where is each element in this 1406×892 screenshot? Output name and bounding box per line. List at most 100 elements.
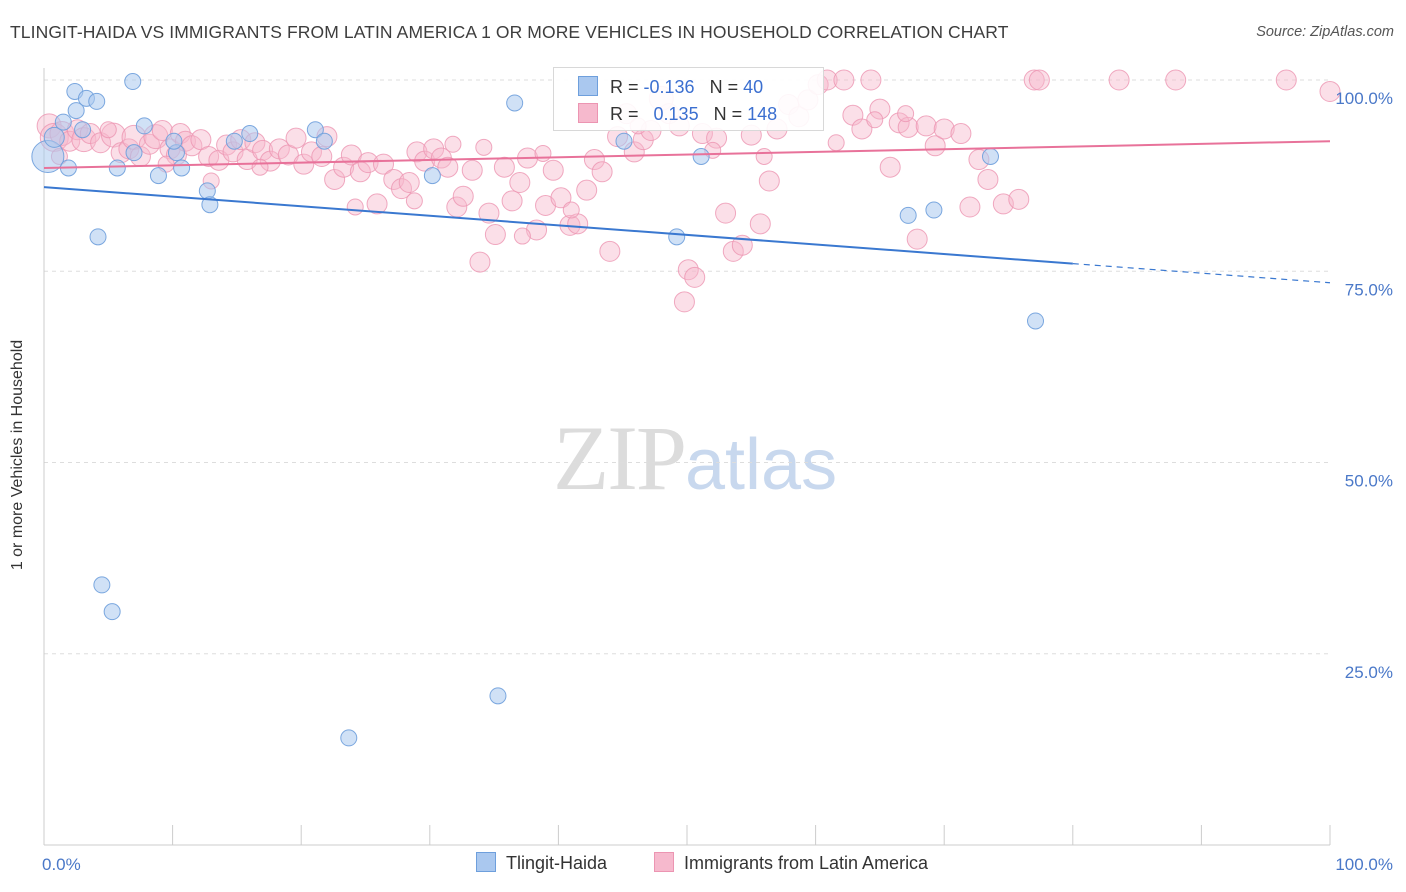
- series-label-pink: Immigrants from Latin America: [684, 853, 929, 873]
- series-legend-pink[interactable]: Immigrants from Latin America: [654, 852, 928, 874]
- blue-point: [124, 73, 142, 91]
- series-swatch-blue: [476, 852, 496, 872]
- pink-point: [534, 144, 552, 162]
- pink-point: [684, 266, 706, 288]
- pink-point: [252, 139, 274, 161]
- pink-point: [567, 213, 589, 235]
- pink-point: [1319, 80, 1341, 102]
- pink-point: [509, 172, 531, 194]
- blue-point: [315, 132, 333, 150]
- blue-point: [225, 132, 243, 150]
- pink-point: [1023, 69, 1045, 91]
- pink-point: [501, 190, 523, 212]
- pink-point: [977, 168, 999, 190]
- pink-point: [405, 192, 423, 210]
- pink-point: [513, 227, 531, 245]
- pink-point: [583, 149, 605, 171]
- pink-point: [591, 161, 613, 183]
- legend-swatch-blue: [578, 76, 598, 96]
- legend-r-label: R =: [610, 77, 644, 97]
- pink-point: [383, 168, 405, 190]
- pink-point: [1008, 188, 1030, 210]
- pink-point: [469, 251, 491, 273]
- blue-point: [1027, 312, 1045, 330]
- pink-point: [933, 118, 955, 140]
- source-credit: Source: ZipAtlas.com: [1256, 24, 1394, 40]
- x-tick-label-max: 100.0%: [1335, 855, 1393, 874]
- blue-point: [43, 126, 65, 148]
- y-tick-label: 75.0%: [1345, 280, 1393, 299]
- pink-point: [758, 170, 780, 192]
- blue-point: [423, 167, 441, 185]
- pink-point: [851, 118, 873, 140]
- pink-point: [915, 115, 937, 137]
- legend-n-label: N =: [709, 77, 744, 97]
- tick-labels: 25.0% 50.0% 75.0% 100.0% 0.0% 100.0%: [42, 89, 1393, 874]
- watermark: ZIPatlas: [553, 407, 838, 509]
- stats-legend: R = -0.136 N = 40 R = 0.135 N = 148: [553, 67, 824, 131]
- pink-point: [493, 156, 515, 178]
- legend-n-label: N =: [713, 104, 748, 124]
- pink-point: [1028, 69, 1050, 91]
- legend-r-value-blue: -0.136: [643, 77, 695, 97]
- pink-point: [461, 159, 483, 181]
- pink-point: [833, 69, 855, 91]
- pink-point: [285, 127, 307, 149]
- blue-point: [88, 92, 106, 110]
- blue-point: [925, 201, 943, 219]
- axes: [43, 68, 1331, 846]
- blue-point: [67, 102, 85, 120]
- blue-point: [981, 148, 999, 165]
- pink-point: [576, 179, 598, 201]
- y-tick-label: 100.0%: [1335, 89, 1393, 108]
- pink-point: [1165, 69, 1187, 91]
- pink-point: [151, 119, 173, 141]
- blue-point: [198, 182, 216, 200]
- pink-point: [599, 240, 621, 262]
- pink-point: [906, 228, 928, 250]
- blue-point: [489, 687, 507, 705]
- legend-n-value-pink: 148: [747, 104, 778, 124]
- pink-point: [366, 193, 388, 215]
- pink-point: [475, 138, 493, 156]
- pink-point: [251, 158, 269, 176]
- legend-n-value-blue: 40: [743, 77, 764, 97]
- pink-point: [879, 156, 901, 178]
- blue-point: [668, 228, 686, 246]
- blue-point: [103, 603, 121, 621]
- blue-point: [506, 94, 524, 112]
- pink-point: [562, 201, 580, 219]
- pink-point: [866, 111, 884, 129]
- blue-point: [108, 159, 126, 177]
- blue-point: [74, 121, 92, 139]
- blue-point: [89, 228, 107, 246]
- legend-row-pink: R = 0.135 N = 148: [578, 103, 777, 125]
- pink-point: [827, 134, 845, 152]
- pink-point: [484, 224, 506, 246]
- pink-point: [423, 138, 445, 160]
- pink-point: [715, 202, 737, 224]
- blue-point: [165, 132, 183, 150]
- pink-point: [478, 202, 500, 224]
- pink-point: [897, 105, 915, 123]
- legend-r-label: R =: [610, 104, 644, 124]
- pink-point: [99, 121, 117, 139]
- pink-point: [924, 135, 946, 157]
- blue-point: [615, 132, 633, 150]
- y-tick-label: 50.0%: [1345, 472, 1393, 491]
- x-tick-label-min: 0.0%: [42, 855, 81, 874]
- pink-point: [293, 153, 315, 175]
- series-legend-blue[interactable]: Tlingit-Haida: [476, 852, 607, 874]
- blue-point: [340, 729, 358, 747]
- blue-trend-extension: [1072, 263, 1331, 284]
- pink-point: [357, 152, 379, 174]
- pink-point: [398, 172, 420, 194]
- legend-row-blue: R = -0.136 N = 40: [578, 76, 763, 98]
- series-label-blue: Tlingit-Haida: [506, 853, 608, 873]
- blue-point: [149, 167, 167, 185]
- pink-trend-line: [43, 140, 1331, 169]
- y-tick-label: 25.0%: [1345, 663, 1393, 682]
- pink-point: [755, 148, 773, 165]
- blue-trend-line: [43, 186, 1073, 265]
